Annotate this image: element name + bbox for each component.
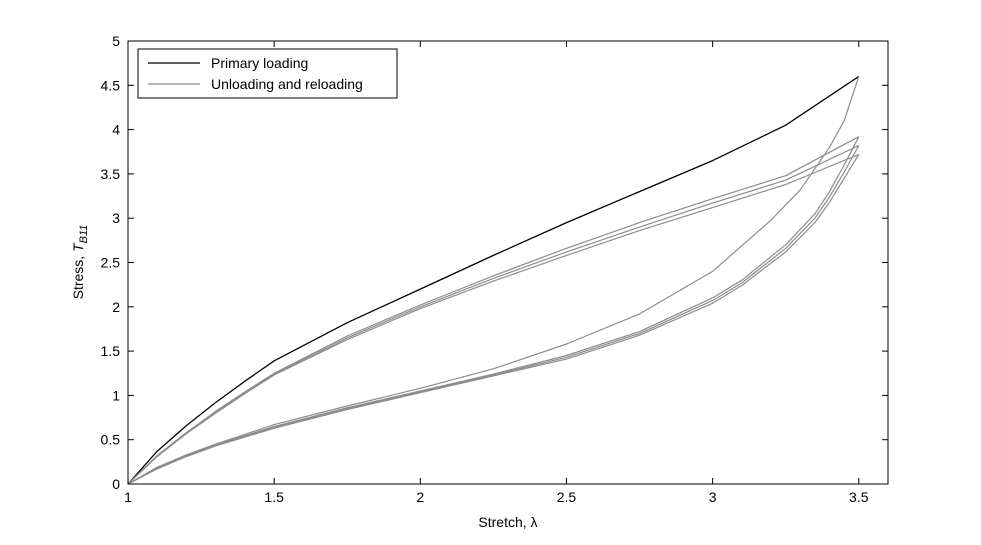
x-tick-label-0: 1 xyxy=(124,489,132,505)
series-line-unload-reload-1 xyxy=(127,76,860,485)
y-axis-label: Stress, TB11 xyxy=(70,225,90,300)
x-tick-label-2: 2 xyxy=(416,489,424,505)
series-line-unload-reload-5 xyxy=(127,145,860,485)
y-tick-label-7: 3.5 xyxy=(101,166,121,182)
y-tick-label-1: 0.5 xyxy=(101,432,121,448)
legend-box xyxy=(137,48,398,99)
legend-label-unloading-reloading: Unloading and reloading xyxy=(211,76,363,92)
y-tick-label-3: 1.5 xyxy=(101,343,121,359)
series-layer xyxy=(127,75,860,485)
y-axis-label-prefix: Stress, xyxy=(70,252,86,299)
y-axis-label-subscript: B11 xyxy=(78,225,90,244)
y-tick-label-9: 4.5 xyxy=(101,77,121,93)
y-axis: 0 0.5 1 1.5 2 2.5 3 3.5 4 4.5 5 xyxy=(101,33,888,492)
series-line-unload-reload-6 xyxy=(127,153,860,485)
series-line-primary-loading xyxy=(127,75,860,485)
series-line-unload-reload-4 xyxy=(127,144,860,485)
legend-label-primary-loading: Primary loading xyxy=(211,55,308,71)
x-axis-label: Stretch, λ xyxy=(478,514,537,530)
x-tick-label-3: 2.5 xyxy=(557,489,577,505)
y-tick-label-2: 1 xyxy=(112,387,120,403)
y-tick-label-8: 4 xyxy=(112,122,120,138)
x-tick-label-1: 1.5 xyxy=(264,489,284,505)
y-tick-label-4: 2 xyxy=(112,299,120,315)
y-axis-label-symbol: T xyxy=(70,242,86,252)
x-axis: 1 1.5 2 2.5 3 3.5 xyxy=(124,41,869,505)
y-tick-label-10: 5 xyxy=(112,33,120,49)
series-line-unload-reload-7 xyxy=(127,154,860,485)
plot-area xyxy=(128,41,888,484)
x-tick-label-5: 3.5 xyxy=(849,489,869,505)
x-tick-label-4: 3 xyxy=(709,489,717,505)
y-tick-label-0: 0 xyxy=(112,476,120,492)
legend: Primary loading Unloading and reloading xyxy=(137,48,398,99)
y-tick-label-5: 2.5 xyxy=(101,255,121,271)
y-tick-label-6: 3 xyxy=(112,210,120,226)
